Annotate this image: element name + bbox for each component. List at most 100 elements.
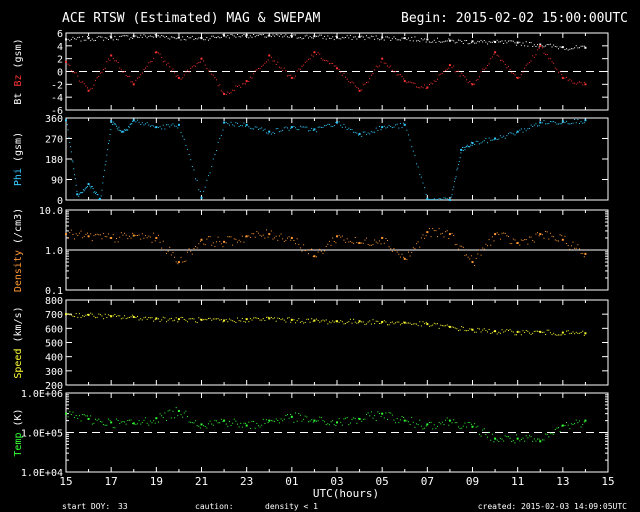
data-point [396, 418, 398, 420]
data-point [546, 329, 548, 331]
data-point [216, 37, 218, 39]
data-point [470, 144, 472, 146]
data-point [440, 324, 442, 326]
data-point [496, 39, 498, 41]
y-tick-label: 400 [45, 353, 63, 364]
data-point [233, 238, 235, 240]
data-point [345, 126, 347, 128]
data-point [241, 317, 243, 319]
data-point [107, 149, 109, 151]
data-point [285, 414, 287, 416]
data-point [91, 186, 93, 188]
data-point [467, 43, 469, 45]
data-point [67, 129, 69, 131]
data-point [200, 37, 203, 40]
data-point [69, 142, 71, 144]
data-point [369, 37, 371, 39]
data-point [70, 314, 72, 316]
data-point [338, 121, 340, 123]
data-point [128, 419, 130, 421]
data-point [211, 35, 213, 37]
data-point [182, 416, 184, 418]
data-point [120, 35, 122, 37]
data-point [414, 323, 416, 325]
data-point [567, 123, 569, 125]
data-point [417, 86, 419, 88]
data-point [543, 120, 545, 122]
data-point [364, 239, 366, 241]
data-point [220, 36, 222, 38]
data-point [341, 74, 343, 76]
data-point [566, 48, 568, 50]
data-point [170, 417, 172, 419]
data-point [430, 41, 432, 43]
data-point [493, 139, 495, 141]
data-point [219, 240, 221, 242]
data-point [116, 125, 118, 127]
data-point [370, 131, 372, 133]
data-point [504, 232, 506, 234]
data-point [325, 424, 327, 426]
data-point [177, 410, 180, 413]
data-point [351, 81, 353, 83]
data-point [235, 122, 237, 124]
data-point [268, 317, 271, 320]
data-point [469, 146, 471, 148]
data-point [522, 330, 524, 332]
data-point [475, 140, 477, 142]
x-tick-label: 03 [330, 475, 343, 488]
data-point [177, 318, 180, 321]
data-point [511, 72, 513, 74]
data-point [75, 38, 77, 40]
data-point [96, 77, 98, 79]
data-point [241, 83, 243, 85]
y-axis-label: Phi (gsm) [13, 132, 24, 186]
data-point [425, 194, 427, 196]
data-point [313, 51, 316, 54]
data-point [295, 127, 297, 129]
data-point [407, 421, 409, 423]
data-point [338, 321, 340, 323]
data-point [403, 256, 405, 258]
data-point [159, 413, 161, 415]
data-point [369, 78, 371, 80]
data-point [98, 313, 100, 315]
data-point [75, 184, 77, 186]
data-point [462, 42, 464, 44]
data-point [401, 127, 403, 129]
data-point [522, 240, 524, 242]
data-point [530, 236, 532, 238]
data-point [299, 321, 301, 323]
data-point [196, 425, 198, 427]
data-point [343, 418, 345, 420]
data-point [120, 318, 122, 320]
data-point [583, 81, 585, 83]
data-point [361, 321, 363, 323]
data-point [401, 253, 403, 255]
data-point [204, 39, 206, 41]
data-point [135, 423, 137, 425]
data-point [180, 256, 182, 258]
data-point [387, 418, 389, 420]
data-point [203, 319, 205, 321]
data-point [159, 241, 161, 243]
data-point [86, 185, 88, 187]
data-point [328, 37, 330, 39]
data-point [167, 250, 169, 252]
data-point [416, 86, 418, 88]
data-point [487, 331, 489, 333]
data-point [286, 36, 288, 38]
y-axis-label-part: (gsm) [13, 132, 24, 168]
data-point [491, 56, 493, 58]
data-point [549, 232, 551, 234]
data-point [482, 68, 484, 70]
data-point [375, 420, 377, 422]
data-point [110, 54, 113, 57]
data-point [177, 74, 179, 76]
data-point [545, 53, 547, 55]
data-point [454, 178, 456, 180]
data-point [354, 321, 356, 323]
data-point [424, 427, 426, 429]
x-tick-label: 15 [59, 475, 72, 488]
